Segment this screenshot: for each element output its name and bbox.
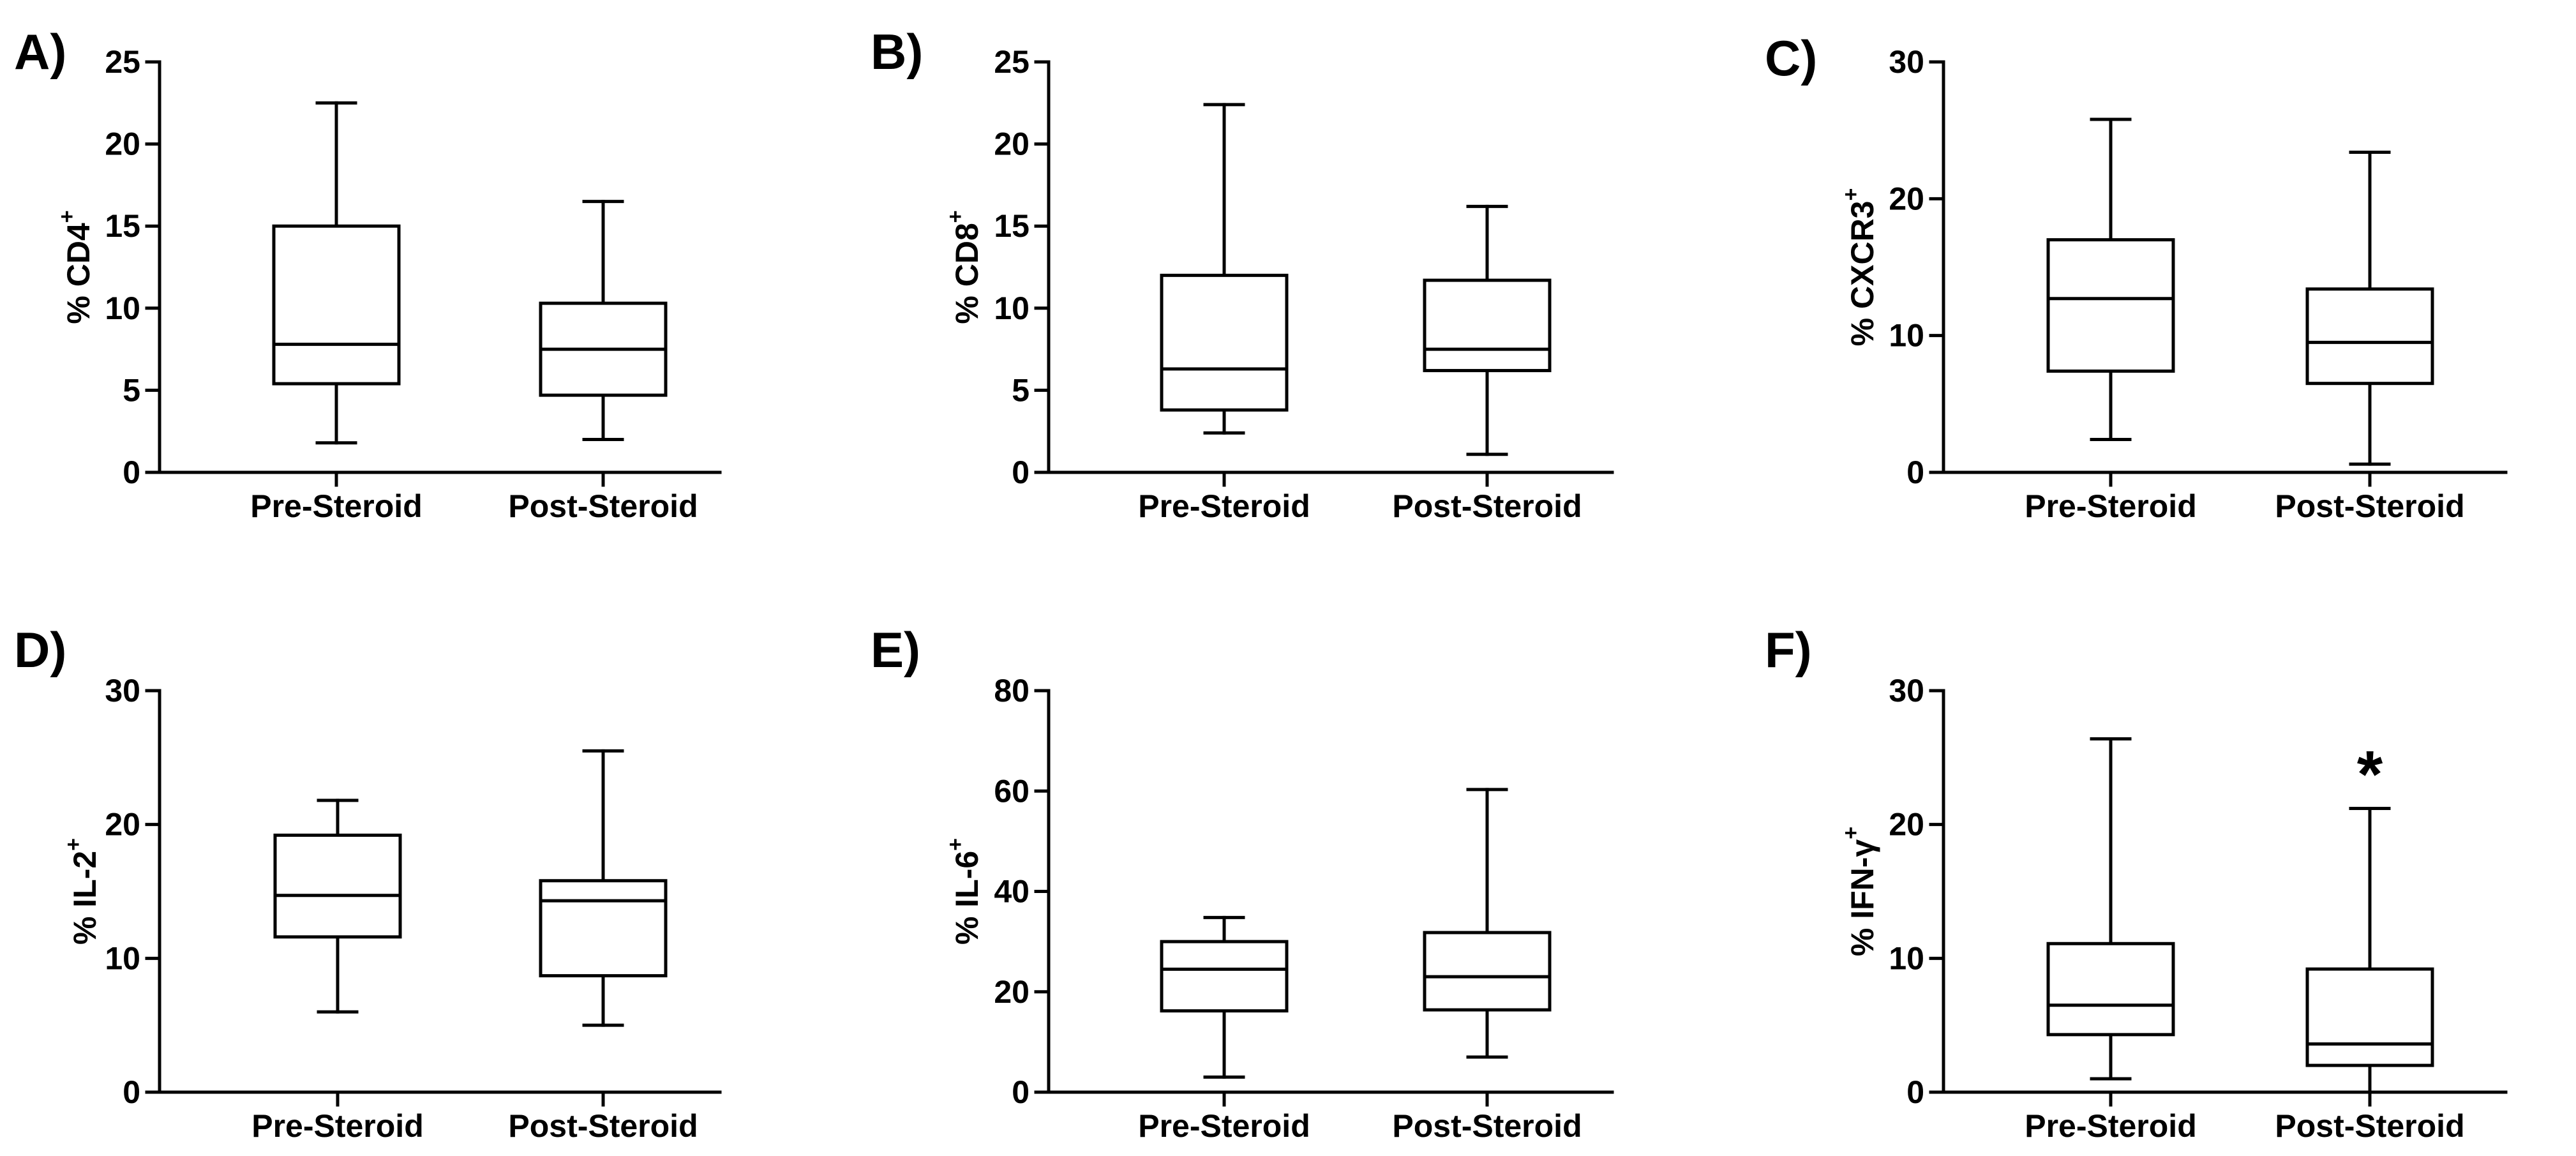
box-pre-steroid (2046, 737, 2175, 1081)
box-pre-steroid (2046, 117, 2175, 442)
panel-letter: A) (14, 24, 66, 80)
y-tick-label: 30 (1889, 673, 1924, 709)
box-post-steroid (539, 749, 668, 1027)
y-tick-label: 20 (994, 974, 1030, 1010)
y-tick-label: 15 (994, 208, 1030, 244)
y-axis-label: % CD8+ (943, 210, 985, 324)
significance-asterisk: * (2357, 738, 2383, 812)
iqr-box (273, 833, 402, 939)
y-axis-label: % IL-6+ (943, 838, 985, 945)
iqr-box (2046, 942, 2175, 1037)
x-category-label: Pre-Steroid (250, 488, 423, 524)
y-tick-label: 0 (1012, 1074, 1030, 1110)
y-tick-label: 25 (105, 44, 140, 80)
y-tick-label: 0 (123, 1074, 140, 1110)
box-post-steroid (539, 200, 668, 442)
y-axis-label: % IL-2+ (61, 838, 103, 945)
iqr-box (1160, 273, 1289, 412)
y-tick-label: 0 (123, 454, 140, 490)
iqr-box (1423, 931, 1552, 1012)
iqr-box (2046, 238, 2175, 373)
iqr-box (272, 224, 401, 386)
box-post-steroid (2305, 807, 2434, 1094)
x-category-label: Pre-Steroid (251, 1108, 424, 1144)
y-tick-label: 10 (1889, 318, 1924, 354)
y-tick-label: 15 (105, 208, 140, 244)
y-axis-label: % CXCR3+ (1839, 188, 1880, 347)
panel-letter: B) (871, 24, 923, 80)
iqr-box (539, 879, 668, 978)
box-pre-steroid (273, 799, 402, 1014)
box-post-steroid (1423, 788, 1552, 1059)
box-pre-steroid (1160, 915, 1289, 1079)
panel-d: D) 0 10 20 30 Pre-Steroid Post-Steroid % IL-2+ (14, 622, 722, 1144)
panel-b: B) 0 5 10 15 20 25 Pre-Steroid Post-Steroid % CD8… (871, 24, 1614, 524)
y-axis-label: % IFN-γ+ (1839, 827, 1880, 956)
y-tick-label: 20 (994, 126, 1030, 162)
y-tick-label: 20 (1889, 807, 1924, 843)
panel-e: E) 0 20 40 60 80 Pre-Steroid Post-Steroid % IL-6… (871, 622, 1614, 1144)
y-tick-label: 10 (105, 940, 140, 976)
y-tick-label: 10 (1889, 940, 1924, 976)
x-category-label: Post-Steroid (1392, 1108, 1582, 1144)
y-tick-label: 10 (994, 290, 1030, 326)
iqr-box (1423, 278, 1552, 373)
box-pre-steroid (1160, 103, 1289, 435)
y-tick-label: 0 (1906, 454, 1924, 490)
y-tick-label: 5 (123, 372, 140, 408)
y-axis-label: % CD4+ (55, 210, 96, 324)
panel-f: F) 0 10 20 30 Pre-Steroid Post-Steroid % IFN-γ+… (1765, 622, 2508, 1144)
x-category-label: Pre-Steroid (1138, 488, 1310, 524)
y-tick-label: 30 (105, 673, 140, 709)
y-tick-label: 25 (994, 44, 1030, 80)
y-tick-label: 0 (1906, 1074, 1924, 1110)
y-tick-label: 5 (1012, 372, 1030, 408)
y-tick-label: 30 (1889, 44, 1924, 80)
x-category-label: Pre-Steroid (2025, 488, 2197, 524)
box-post-steroid (1423, 204, 1552, 456)
panel-a: A) 0 5 10 15 20 25 Pre-Steroid Post-Steroid % CD4… (14, 24, 722, 524)
iqr-box (2305, 967, 2434, 1067)
panel-letter: F) (1765, 622, 1812, 678)
panel-letter: C) (1765, 30, 1817, 86)
x-category-label: Post-Steroid (2275, 488, 2464, 524)
panel-letter: E) (871, 622, 920, 678)
x-category-label: Pre-Steroid (2025, 1108, 2197, 1144)
y-tick-label: 20 (105, 126, 140, 162)
x-category-label: Post-Steroid (508, 1108, 698, 1144)
iqr-box (2305, 287, 2434, 386)
y-tick-label: 10 (105, 290, 140, 326)
x-category-label: Post-Steroid (508, 488, 698, 524)
iqr-box (1160, 940, 1289, 1013)
box-pre-steroid (272, 101, 401, 445)
y-tick-label: 20 (105, 807, 140, 843)
x-category-label: Post-Steroid (2275, 1108, 2464, 1144)
box-post-steroid (2305, 150, 2434, 466)
y-tick-label: 20 (1889, 181, 1924, 216)
x-category-label: Post-Steroid (1392, 488, 1582, 524)
panel-letter: D) (14, 622, 66, 678)
y-tick-label: 60 (994, 773, 1030, 809)
y-tick-label: 80 (994, 673, 1030, 709)
panel-c: C) 0 10 20 30 Pre-Steroid Post-Steroid % CXCR3+ (1765, 30, 2508, 524)
x-category-label: Pre-Steroid (1138, 1108, 1310, 1144)
y-tick-label: 40 (994, 874, 1030, 910)
y-tick-label: 0 (1012, 454, 1030, 490)
